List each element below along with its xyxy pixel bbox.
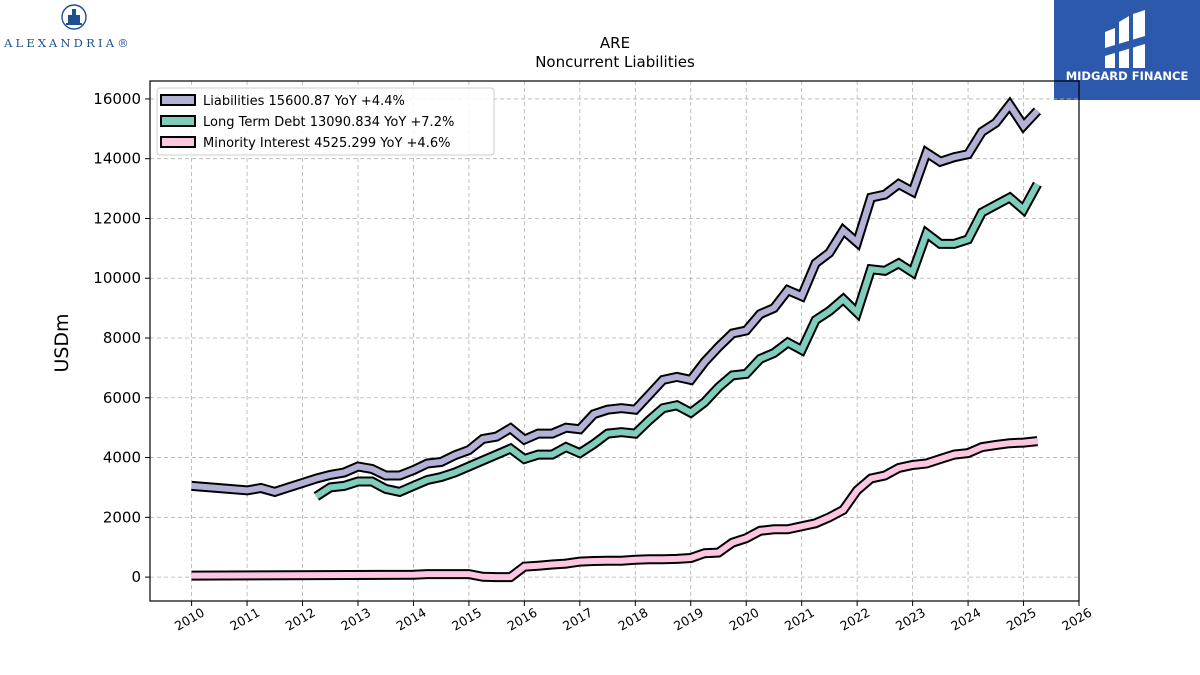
legend-swatch — [160, 136, 196, 148]
alexandria-logo: ALEXANDRIA® — [0, 0, 160, 60]
x-tick-label: 2021 — [782, 605, 817, 634]
legend-swatch — [160, 94, 196, 106]
midgard-finance-logo: MIDGARD FINANCE — [1054, 0, 1200, 100]
x-tick-label: 2012 — [283, 605, 318, 634]
midgard-mark-icon — [1105, 10, 1145, 68]
left-logo-text: ALEXANDRIA® — [4, 36, 132, 50]
x-tick-label: 2013 — [338, 605, 373, 634]
legend-entry: Long Term Debt 13090.834 YoY +7.2% — [203, 115, 454, 130]
series-liabilities — [191, 96, 1042, 498]
x-tick-label: 2010 — [172, 605, 207, 634]
x-tick-label: 2015 — [449, 605, 484, 634]
series-line-outline — [313, 181, 1042, 501]
x-tick-label: 2016 — [505, 605, 540, 634]
y-tick-label: 2000 — [103, 508, 141, 526]
series-lines — [191, 96, 1042, 583]
plot-frame — [149, 80, 1080, 602]
x-tick-label: 2020 — [726, 605, 761, 634]
x-tick-label: 2014 — [394, 605, 429, 634]
y-tick-label: 4000 — [103, 449, 141, 467]
x-tick-label: 2018 — [616, 605, 651, 634]
series-line — [314, 182, 1041, 499]
series-line-outline — [191, 436, 1038, 583]
x-tick-label: 2011 — [227, 605, 262, 634]
axes: 2010 2011 2012 2013 2014 2015 2016 2017 2018 2019… — [93, 90, 1094, 634]
x-tick-label: 2025 — [1004, 605, 1039, 634]
building-seal-icon — [61, 4, 87, 30]
x-tick-label: 2017 — [560, 605, 595, 634]
y-tick-label: 12000 — [93, 209, 141, 227]
y-tick-label: 8000 — [103, 329, 141, 347]
legend-box — [156, 87, 495, 156]
y-axis-label: USDm — [51, 313, 73, 372]
legend-swatch — [160, 115, 196, 127]
y-tick-label: 14000 — [93, 150, 141, 168]
legend-entry: Minority Interest 4525.299 YoY +4.6% — [203, 136, 450, 151]
y-tick-label: 10000 — [93, 269, 141, 287]
x-tick-label: 2019 — [671, 605, 706, 634]
y-tick-label: 16000 — [93, 90, 141, 108]
y-tick-label: 6000 — [103, 389, 141, 407]
x-tick-label: 2023 — [893, 605, 928, 634]
x-tick-label: 2024 — [948, 605, 983, 634]
legend-entry: Liabilities 15600.87 YoY +4.4% — [203, 94, 405, 109]
series-minority-interest — [191, 436, 1038, 583]
legend: Liabilities 15600.87 YoY +4.4% Long Term … — [156, 87, 495, 156]
right-logo-text: MIDGARD FINANCE — [1065, 69, 1189, 83]
x-tick-label: 2026 — [1059, 605, 1094, 634]
series-long-term-debt — [313, 181, 1042, 501]
series-line — [191, 438, 1038, 581]
x-tick-label: 2022 — [837, 605, 872, 634]
y-tick-label: 0 — [131, 568, 141, 586]
chart-subtitle: Noncurrent Liabilities — [535, 53, 695, 71]
series-line — [191, 99, 1040, 496]
chart-title: ARE — [600, 34, 630, 52]
